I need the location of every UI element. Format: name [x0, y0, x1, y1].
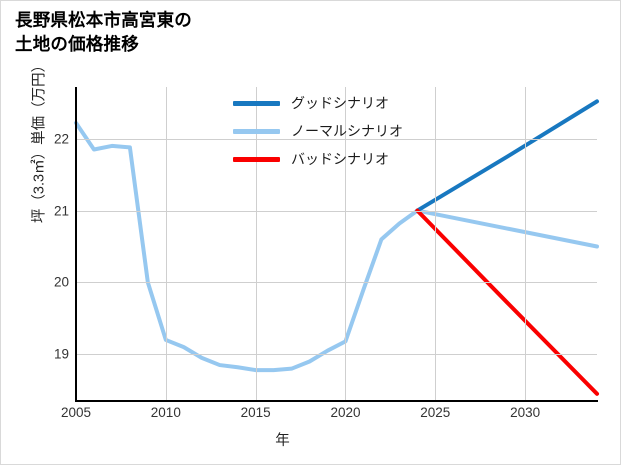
series-lines — [74, 99, 599, 396]
y-tick-label: 22 — [53, 131, 69, 147]
legend-item-normal[interactable]: ノーマルシナリオ — [233, 117, 448, 145]
y-tick-label: 21 — [53, 203, 69, 219]
legend-label-bad: バッドシナリオ — [291, 151, 389, 167]
chart-title: 長野県松本市高宮東の 土地の価格推移 — [15, 10, 192, 54]
gridline-vertical — [345, 87, 347, 401]
legend-swatch-good — [233, 100, 280, 106]
gridline-horizontal — [76, 138, 597, 140]
series-line — [415, 208, 599, 396]
x-tick-label: 2030 — [510, 405, 541, 420]
legend-item-good[interactable]: グッドシナリオ — [233, 89, 448, 117]
series-line — [74, 120, 599, 373]
y-tick-label: 20 — [53, 274, 69, 290]
x-tick-label: 2005 — [60, 405, 92, 420]
chart-legend: グッドシナリオ ノーマルシナリオ バッドシナリオ — [233, 89, 448, 173]
x-tick-label: 2015 — [240, 405, 271, 420]
y-tick-label: 19 — [53, 346, 69, 362]
x-axis-label: 年 — [275, 433, 290, 449]
gridline-horizontal — [76, 354, 597, 356]
gridline-horizontal — [76, 282, 597, 284]
gridline-vertical — [525, 87, 527, 401]
legend-swatch-bad — [233, 156, 280, 162]
x-tick-label: 2010 — [150, 405, 181, 420]
legend-swatch-normal — [233, 128, 280, 134]
legend-label-normal: ノーマルシナリオ — [291, 123, 403, 139]
x-axis-line — [75, 400, 598, 402]
gridline-horizontal — [76, 210, 597, 212]
x-tick-label: 2020 — [330, 405, 361, 420]
y-axis-label: 坪（3.3㎡）単価（万円） — [31, 57, 48, 224]
legend-item-bad[interactable]: バッドシナリオ — [233, 145, 448, 173]
gridline-vertical — [435, 87, 437, 401]
gridline-vertical — [255, 87, 257, 401]
x-tick-label: 2025 — [420, 405, 451, 420]
gridline-vertical — [165, 87, 167, 401]
series-line — [415, 99, 599, 213]
y-axis-line — [75, 87, 77, 402]
legend-label-good: グッドシナリオ — [291, 95, 389, 111]
